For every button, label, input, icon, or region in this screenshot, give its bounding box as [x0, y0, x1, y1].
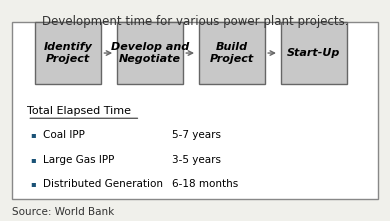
Text: Distributed Generation: Distributed Generation	[43, 179, 163, 189]
Text: Coal IPP: Coal IPP	[43, 130, 85, 140]
Text: Identify
Project: Identify Project	[44, 42, 93, 64]
FancyBboxPatch shape	[35, 22, 101, 84]
Text: Large Gas IPP: Large Gas IPP	[43, 155, 114, 165]
Text: Start-Up: Start-Up	[287, 48, 340, 58]
Text: 3-5 years: 3-5 years	[172, 155, 221, 165]
Text: ▪: ▪	[30, 179, 36, 188]
Text: 6-18 months: 6-18 months	[172, 179, 238, 189]
FancyBboxPatch shape	[199, 22, 265, 84]
Text: 5-7 years: 5-7 years	[172, 130, 221, 140]
Text: Build
Project: Build Project	[210, 42, 254, 64]
Text: ▪: ▪	[30, 130, 36, 139]
Text: Development time for various power plant projects.: Development time for various power plant…	[42, 15, 348, 29]
FancyBboxPatch shape	[281, 22, 347, 84]
FancyBboxPatch shape	[117, 22, 183, 84]
Text: Source: World Bank: Source: World Bank	[12, 207, 114, 217]
Text: Develop and
Negotiate: Develop and Negotiate	[111, 42, 189, 64]
Text: ▪: ▪	[30, 155, 36, 164]
Text: Total Elapsed Time: Total Elapsed Time	[27, 106, 131, 116]
FancyBboxPatch shape	[12, 22, 378, 199]
